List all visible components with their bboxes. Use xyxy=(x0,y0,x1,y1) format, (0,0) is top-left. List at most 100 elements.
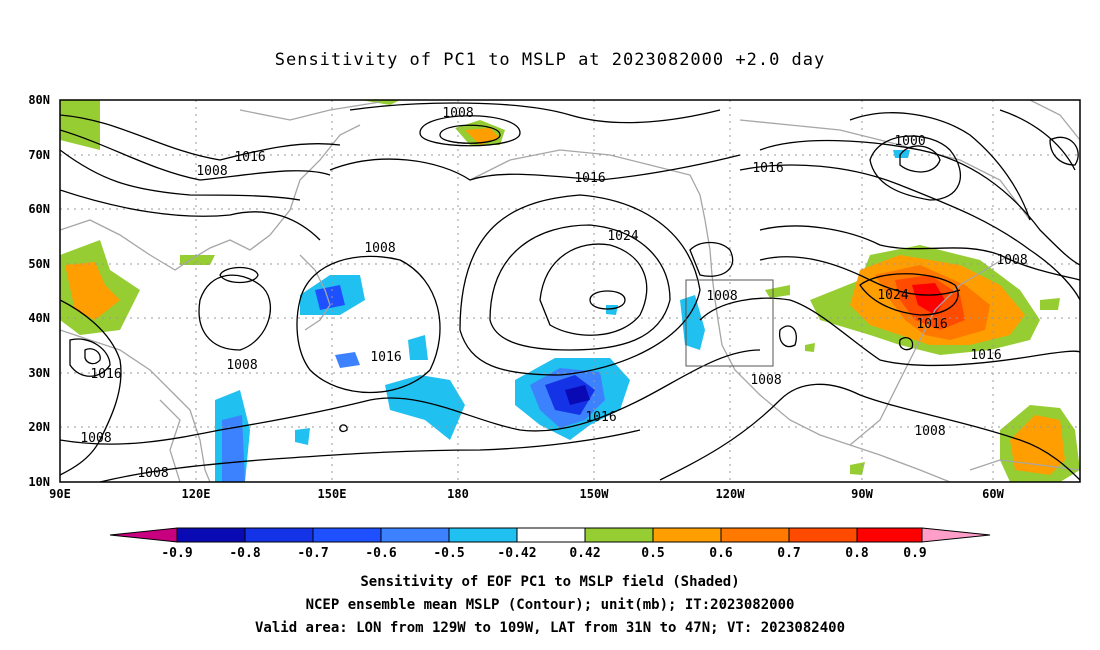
contour-line xyxy=(439,124,501,144)
lon-label: 180 xyxy=(447,487,469,501)
footer-line-3: Valid area: LON from 129W to 109W, LAT f… xyxy=(254,620,845,636)
colorbar-low-arrow xyxy=(109,527,178,543)
shade-negative xyxy=(335,352,360,368)
contour-line xyxy=(198,274,271,351)
colorbar-label: 0.9 xyxy=(903,546,926,561)
shade-negative xyxy=(295,428,310,445)
lat-label: 50N xyxy=(28,257,50,271)
contour-label: 1016 xyxy=(970,348,1001,363)
longitude-labels: 90E 120E 150E 180 150W 120W 90W 60W xyxy=(49,487,1004,501)
shade-negative xyxy=(565,385,590,405)
colorbar-swatch xyxy=(720,527,790,543)
contour-line xyxy=(60,149,301,201)
contour-label: 1008 xyxy=(226,358,257,373)
contour-line xyxy=(539,243,648,336)
coastline-indochina xyxy=(159,399,181,482)
colorbar-swatch xyxy=(380,527,450,543)
lon-label: 90W xyxy=(851,487,873,501)
contour-line xyxy=(69,338,111,377)
colorbar-label: 0.7 xyxy=(777,546,800,561)
contour-line xyxy=(60,189,321,241)
contour-label: 1008 xyxy=(750,373,781,388)
contour-label: 1016 xyxy=(574,171,605,186)
shade-negative xyxy=(606,305,618,315)
contour-label: 1016 xyxy=(234,150,265,165)
contour-line xyxy=(759,139,1080,266)
contour-line xyxy=(859,273,959,316)
colorbar xyxy=(109,527,991,543)
colorbar-swatch xyxy=(244,527,314,543)
contour-label: 1008 xyxy=(137,466,168,481)
contour-line xyxy=(899,337,914,351)
contour-label: 1016 xyxy=(916,317,947,332)
colorbar-high-arrow xyxy=(921,527,991,543)
lon-label: 150W xyxy=(580,487,610,501)
shade-negative xyxy=(385,375,465,440)
contour-line xyxy=(60,349,761,445)
contour-label: 1016 xyxy=(752,161,783,176)
coastline-japan xyxy=(299,254,331,331)
coastline-canada xyxy=(739,119,1031,221)
coastline-central-am xyxy=(849,444,951,482)
lat-label: 60N xyxy=(28,202,50,216)
contour-label: 1024 xyxy=(607,229,638,244)
shade-positive xyxy=(912,283,945,315)
shade-negative xyxy=(408,335,428,360)
contour-line xyxy=(489,224,671,351)
latitude-labels: 80N 70N 60N 50N 40N 30N 20N 10N xyxy=(28,93,50,489)
lat-label: 40N xyxy=(28,311,50,325)
lon-label: 150E xyxy=(318,487,347,501)
coastline-arctic xyxy=(239,101,381,121)
contour-label: 1008 xyxy=(914,424,945,439)
shade-positive xyxy=(765,285,790,298)
contour-line xyxy=(60,299,122,476)
gridlines xyxy=(60,100,1080,482)
shade-positive xyxy=(850,462,865,475)
contour-line xyxy=(869,135,961,201)
colorbar-label: 0.5 xyxy=(641,546,664,561)
contour-line xyxy=(899,145,941,173)
coastline-na-east xyxy=(849,254,1011,446)
contour-line xyxy=(779,325,797,348)
colorbar-label: -0.6 xyxy=(365,546,396,561)
shade-positive xyxy=(805,343,815,352)
colorbar-swatch xyxy=(312,527,382,543)
contour-line xyxy=(739,164,1080,301)
colorbar-swatch xyxy=(856,527,923,543)
contour-line xyxy=(419,115,521,147)
contour-line xyxy=(999,109,1076,171)
coastline-asia xyxy=(60,329,211,482)
colorbar-label: -0.7 xyxy=(297,546,328,561)
colorbar-label: -0.42 xyxy=(497,546,536,561)
contour-line xyxy=(339,424,348,433)
shade-positive xyxy=(65,262,120,320)
coastline-southam xyxy=(969,459,1080,471)
contour-label: 1008 xyxy=(706,289,737,304)
mslp-contours xyxy=(60,102,1080,482)
shade-positive xyxy=(60,100,100,150)
contour-line xyxy=(329,154,741,181)
lat-label: 70N xyxy=(28,148,50,162)
lon-label: 120W xyxy=(716,487,746,501)
colorbar-label: 0.6 xyxy=(709,546,733,561)
contour-line xyxy=(60,114,341,161)
contour-label: 1008 xyxy=(442,106,473,121)
contour-label: 1016 xyxy=(585,410,616,425)
shade-negative xyxy=(315,285,345,310)
lon-label: 120E xyxy=(182,487,211,501)
contour-line xyxy=(219,266,259,284)
colorbar-swatch xyxy=(652,527,722,543)
contour-line xyxy=(349,102,721,124)
contour-line xyxy=(99,429,641,482)
contour-line xyxy=(849,112,1031,221)
contour-label: 1008 xyxy=(196,164,227,179)
colorbar-label: -0.5 xyxy=(433,546,464,561)
contour-label: 1024 xyxy=(877,288,908,303)
footer-line-1: Sensitivity of EOF PC1 to MSLP field (Sh… xyxy=(360,574,740,590)
coastline-greenland xyxy=(1029,100,1080,141)
footer-line-2: NCEP ensemble mean MSLP (Contour); unit(… xyxy=(305,597,795,613)
colorbar-swatch xyxy=(448,527,518,543)
contour-label: 1016 xyxy=(370,350,401,365)
contour-line xyxy=(759,225,1080,281)
shade-positive xyxy=(1010,415,1065,475)
